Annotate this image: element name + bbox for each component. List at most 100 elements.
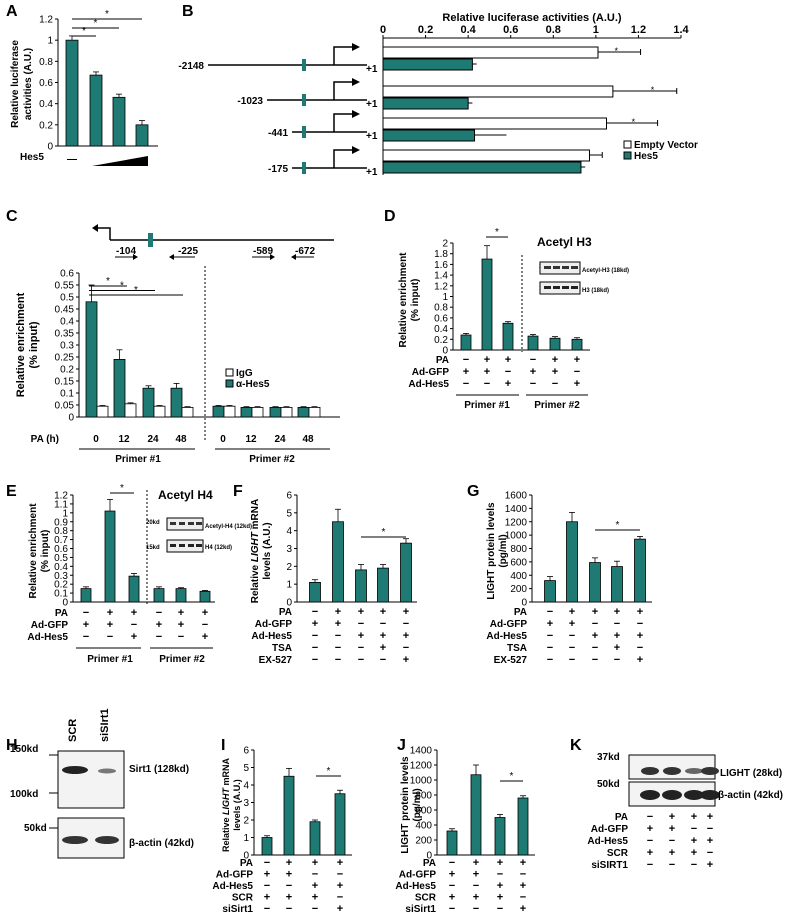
blot-band-label: H4 (12kd) — [205, 545, 232, 551]
y-axis-label: Relative luciferase — [10, 40, 21, 128]
legend-swatch-igg — [225, 368, 234, 377]
blot-marker-label: 150kd — [10, 744, 38, 755]
condition-row-label: EX-527 — [259, 655, 293, 666]
y-tick-label: 0.7 — [54, 535, 68, 546]
blot-band-sirt1 — [62, 766, 88, 774]
y-axis-label: (pg/ml) — [498, 534, 509, 567]
condition-sign: − — [403, 642, 409, 654]
blot-band — [170, 522, 176, 525]
condition-sign: + — [264, 892, 270, 904]
condition-sign: − — [335, 654, 341, 666]
y-axis-label: (% input) — [40, 530, 51, 573]
bar — [470, 774, 482, 856]
condition-row-label: Ad-Hes5 — [587, 836, 628, 847]
bar — [308, 406, 321, 418]
condition-row-label: Ad-GFP — [591, 824, 629, 835]
condition-row-label: Ad-GFP — [412, 367, 450, 378]
y-tick-label: 2 — [442, 239, 448, 250]
y-tick-label: 6 — [243, 746, 249, 757]
blot-band — [553, 286, 560, 289]
x-tick-label: 0 — [220, 434, 226, 445]
condition-row-label: Ad-Hes5 — [486, 631, 527, 642]
significance-star: * — [106, 276, 110, 287]
bar — [297, 406, 310, 418]
y-tick-label: 1200 — [410, 761, 433, 772]
bar — [544, 580, 556, 603]
condition-sign: − — [647, 811, 653, 823]
condition-sign: − — [473, 903, 479, 915]
condition-sign: − — [156, 607, 162, 619]
primer-position-label: -589 — [253, 246, 273, 257]
y-tick-label: 400 — [510, 571, 527, 582]
y-tick-label: 200 — [415, 836, 432, 847]
condition-sign: − — [83, 631, 89, 643]
primer-position-label: -104 — [116, 246, 136, 257]
y-tick-label: 800 — [415, 791, 432, 802]
condition-sign: + — [473, 869, 479, 881]
significance-star: * — [632, 117, 636, 127]
bar — [566, 521, 578, 603]
y-tick-label: 1.2 — [39, 15, 53, 26]
condition-sign: − — [530, 354, 536, 366]
y-tick-label: 1400 — [410, 746, 433, 757]
bar — [527, 335, 539, 351]
y-tick-label: 0 — [286, 598, 292, 609]
significance-star: * — [327, 766, 331, 777]
y-tick-label: 0.6 — [434, 313, 448, 324]
condition-sign: + — [380, 630, 386, 642]
bar-empty-vector — [382, 46, 599, 59]
condition-sign: + — [505, 378, 511, 390]
x-tick-label: 0.4 — [460, 24, 476, 36]
y-tick-label: 0.2 — [39, 120, 53, 131]
condition-sign: + — [473, 892, 479, 904]
condition-sign: + — [286, 892, 292, 904]
condition-sign: − — [403, 618, 409, 630]
panel-c-letter: C — [6, 208, 18, 225]
bar — [332, 521, 344, 603]
significance-star: * — [495, 227, 499, 238]
tss-arrowhead — [352, 146, 360, 154]
bar-empty-vector — [382, 85, 614, 98]
condition-sign: + — [156, 619, 162, 631]
x-tick-label: 12 — [245, 434, 257, 445]
blot-marker-label: 15kd — [146, 545, 160, 551]
blot-band-label: Sirt1 (128kd) — [129, 764, 189, 775]
condition-sign: + — [358, 630, 364, 642]
panel-c-plot: 00.050.10.150.20.250.30.350.40.450.50.55… — [55, 269, 340, 424]
condition-sign: − — [505, 366, 511, 378]
bar — [124, 403, 137, 418]
bar — [175, 588, 187, 603]
y-tick-label: 0.4 — [39, 99, 53, 110]
primer-arrowhead — [133, 254, 138, 260]
blot-marker-label: 37kd — [597, 752, 620, 763]
condition-sign: + — [484, 354, 490, 366]
blot-band-light — [663, 767, 681, 775]
blot-marker-label: 100kd — [10, 789, 38, 800]
condition-sign: − — [202, 619, 208, 631]
condition-sign: − — [83, 607, 89, 619]
panel-h-letter: H — [6, 737, 18, 754]
condition-sign: + — [335, 618, 341, 630]
condition-sign: + — [647, 823, 653, 835]
condition-row-label: Ad-GFP — [399, 870, 437, 881]
condition-sign: + — [569, 606, 575, 618]
bar — [283, 775, 295, 856]
x-tick-label: 1.4 — [673, 24, 689, 36]
condition-sign: + — [264, 869, 270, 881]
y-tick-label: 1000 — [505, 531, 528, 542]
blot-band-actin — [662, 790, 682, 800]
condition-sign: + — [574, 378, 580, 390]
y-tick-label: 3 — [286, 544, 292, 555]
blot-band — [562, 266, 569, 269]
condition-sign: − — [614, 618, 620, 630]
x-tick-label: 0 — [380, 24, 386, 36]
blot-band-light — [685, 768, 703, 774]
condition-sign: + — [497, 880, 503, 892]
condition-sign: + — [312, 880, 318, 892]
y-axis-label: (% input) — [410, 279, 421, 322]
y-tick-label: 4 — [286, 526, 292, 537]
condition-sign: + — [614, 606, 620, 618]
y-tick-label: 1 — [442, 292, 448, 303]
condition-sign: − — [264, 857, 270, 869]
primer-arrowhead — [270, 254, 275, 260]
